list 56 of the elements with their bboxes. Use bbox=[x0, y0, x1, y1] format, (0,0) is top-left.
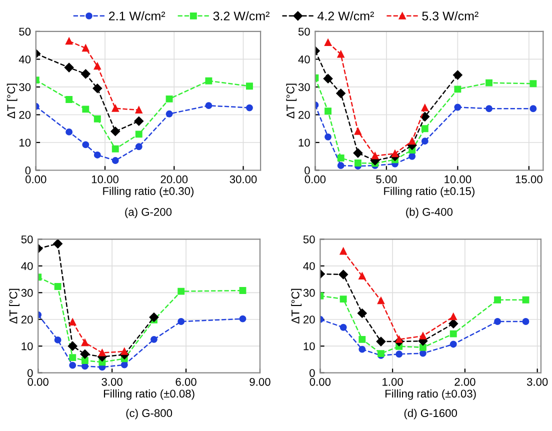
y-tick-label: 10 bbox=[20, 138, 31, 147]
text: (b) G-400 bbox=[406, 208, 453, 218]
x-axis-title: Filling ratio (±0.03) bbox=[386, 389, 476, 400]
x-axis-title: Filling ratio (±0.15) bbox=[384, 186, 474, 198]
x-tick-label: 15.00 bbox=[516, 175, 542, 184]
y-tick-label: 10 bbox=[22, 342, 33, 350]
y-tick-label: 0 bbox=[310, 369, 315, 377]
y-axis-title: ΔT [°C] bbox=[6, 84, 18, 118]
y-tick-label: 50 bbox=[21, 235, 33, 244]
text: (a) G-200 bbox=[125, 208, 172, 218]
y-tick-label: 20 bbox=[298, 111, 310, 119]
y-tick-label: 0 bbox=[27, 369, 33, 377]
y-axis-title: ΔT [°C] bbox=[9, 288, 20, 324]
x-axis-title: Filling ratio (±0.08) bbox=[104, 389, 194, 400]
y-tick-label: 30 bbox=[21, 288, 33, 297]
x-tick-label: 2.00 bbox=[454, 378, 476, 386]
legend-label: 2.1 W/cm² bbox=[108, 11, 166, 20]
y-tick-label: 30 bbox=[298, 83, 310, 92]
x-tick-label: 20.00 bbox=[160, 175, 188, 184]
legend-label: 4.2 W/cm² bbox=[318, 11, 374, 20]
x-tick-label: 0.00 bbox=[310, 378, 331, 386]
y-axis-title: ΔT [°C] bbox=[291, 288, 302, 324]
y-tick-label: 30 bbox=[303, 288, 315, 297]
y-tick-label: 40 bbox=[21, 262, 33, 270]
x-tick-label: 0.00 bbox=[304, 175, 326, 184]
y-tick-label: 40 bbox=[298, 55, 310, 64]
x-tick-label: 6.00 bbox=[176, 378, 196, 386]
y-tick-label: 50 bbox=[19, 28, 31, 36]
legend-label: 3.2 W/cm² bbox=[213, 11, 270, 20]
y-tick-label: 30 bbox=[19, 83, 31, 92]
x-tick-label: 10.00 bbox=[444, 175, 472, 184]
x-tick-label: 10.00 bbox=[92, 175, 118, 184]
y-tick-label: 0 bbox=[25, 166, 31, 174]
x-tick-label: 5.00 bbox=[376, 175, 397, 184]
y-tick-label: 50 bbox=[303, 235, 315, 244]
y-tick-label: 0 bbox=[304, 166, 310, 174]
y-tick-label: 20 bbox=[21, 316, 33, 324]
y-tick-label: 10 bbox=[304, 342, 315, 350]
y-tick-label: 40 bbox=[18, 55, 31, 64]
x-tick-label: 3.00 bbox=[526, 378, 548, 386]
text: (c) G-800 bbox=[126, 408, 172, 420]
x-tick-label: 9.00 bbox=[250, 378, 270, 386]
x-axis-title: Filling ratio (±0.30) bbox=[103, 186, 194, 198]
x-tick-label: 0.00 bbox=[26, 175, 46, 184]
y-tick-label: 20 bbox=[304, 316, 315, 324]
x-tick-label: 0.00 bbox=[28, 378, 48, 386]
y-tick-label: 50 bbox=[298, 28, 310, 36]
legend-label: 5.3 W/cm² bbox=[422, 11, 478, 20]
y-axis-title: ΔT [°C] bbox=[286, 84, 297, 118]
y-tick-label: 10 bbox=[298, 138, 310, 147]
text: (d) G-1600 bbox=[404, 408, 457, 420]
x-tick-label: 1.00 bbox=[382, 378, 403, 386]
y-tick-label: 40 bbox=[303, 262, 315, 270]
x-tick-label: 30.00 bbox=[230, 175, 257, 184]
y-tick-label: 20 bbox=[19, 111, 31, 119]
x-tick-label: 3.00 bbox=[102, 378, 122, 386]
